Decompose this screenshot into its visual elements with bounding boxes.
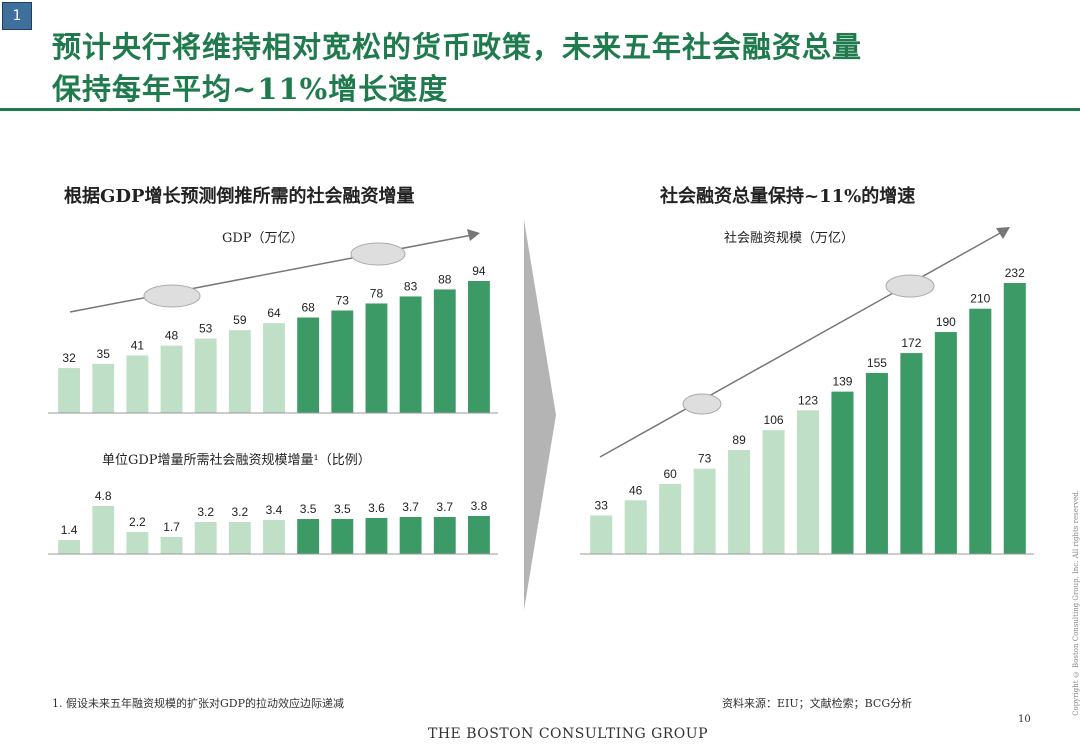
ratio-bar: [160, 537, 183, 554]
ratio-bar: [263, 520, 285, 554]
gdp-trend-arrow: [69, 229, 480, 313]
gdp-bar-label: 68: [301, 301, 315, 315]
gdp-chart-subtitle: GDP（万亿）: [222, 231, 304, 246]
financing-bar: [762, 430, 785, 554]
ratio-bar: [365, 518, 388, 554]
gdp-bar: [331, 310, 354, 413]
page-title-line-2: 保持每年平均~11%增长速度: [52, 72, 449, 106]
gdp-bar: [194, 338, 217, 413]
financing-bar: [969, 308, 992, 554]
gdp-bar: [228, 330, 251, 413]
panel-chevron-arrow: [524, 220, 556, 610]
ratio-bar-label: 3.7: [436, 500, 453, 514]
financing-bar: [659, 483, 682, 554]
gdp-bar-label: 35: [97, 347, 111, 361]
financing-bar: [796, 410, 820, 554]
gdp-bar: [433, 289, 456, 413]
ratio-bar-label: 3.4: [266, 503, 283, 517]
financing-bar-label: 123: [798, 393, 818, 407]
ratio-chart: 1.4 4.8 2.2 1.7 3.2 3.2 3.4 3.5 3.5 3.6 3.7 3.7 3.8: [48, 489, 498, 555]
gdp-bar: [92, 363, 115, 413]
gdp-bar-label: 94: [472, 264, 486, 278]
gdp-bar-label: 64: [267, 306, 281, 320]
copyright-notice: Copyright © Boston Consulting Group, Inc…: [1072, 490, 1080, 716]
financing-trend-arrow: [599, 227, 1010, 458]
financing-bar-label: 33: [595, 498, 609, 512]
gdp-bar: [399, 296, 422, 413]
gdp-bar-label: 88: [438, 272, 452, 286]
ratio-bar: [297, 519, 320, 554]
ratio-bar-label: 3.5: [334, 502, 351, 516]
ratio-bar: [467, 516, 490, 554]
gdp-bar-label: 32: [62, 351, 76, 365]
ratio-bar: [126, 532, 149, 554]
page-badge: 1: [2, 2, 32, 30]
gdp-bar: [58, 368, 81, 413]
financing-bar: [831, 391, 854, 554]
gdp-bar-label: 53: [199, 322, 213, 336]
financing-bar-label: 155: [867, 356, 887, 370]
ratio-bar-label: 4.8: [95, 489, 112, 503]
gdp-bar-label: 78: [370, 286, 384, 300]
financing-bar: [624, 500, 647, 554]
financing-bar-label: 172: [901, 336, 921, 350]
ratio-bar-label: 3.7: [402, 500, 419, 514]
gdp-bar: [365, 303, 388, 413]
gdp-bar: [467, 281, 490, 413]
financing-bar-label: 73: [698, 452, 712, 466]
ratio-bar: [331, 519, 354, 554]
gdp-bar: [160, 345, 183, 413]
ratio-bar: [58, 540, 81, 554]
financing-bar-label: 60: [663, 467, 677, 481]
financing-bar-label: 46: [629, 483, 643, 497]
gdp-chart: 32 35 41 48 53 59 64 68 73 78 83 88 94: [48, 264, 498, 414]
financing-bar-label: 190: [936, 315, 956, 329]
financing-bar-label: 210: [970, 292, 990, 306]
ratio-bar: [228, 522, 251, 554]
ratio-bar: [399, 517, 422, 554]
ratio-bar: [92, 506, 115, 554]
title-divider: [0, 108, 1080, 111]
ratio-bar-label: 3.2: [197, 505, 214, 519]
ratio-bar: [433, 517, 456, 554]
ratio-bar: [194, 522, 217, 554]
financing-bar: [590, 515, 613, 554]
ratio-bar-label: 1.7: [163, 520, 180, 534]
financing-bar-label: 139: [832, 375, 852, 389]
financing-bar: [728, 450, 751, 554]
financing-chart: 33 46 60 73 89 106 123 139 155 172 190 210 232: [580, 266, 1034, 555]
gdp-bar-label: 83: [404, 279, 418, 293]
financing-bar-label: 232: [1005, 266, 1025, 280]
company-logo: THE BOSTON CONSULTING GROUP: [428, 726, 709, 742]
right-panel-title: 社会融资总量保持~11%的增速: [660, 186, 916, 207]
left-panel-title: 根据GDP增长预测倒推所需的社会融资增量: [64, 186, 415, 207]
ratio-bar-label: 1.4: [61, 523, 78, 537]
financing-bar: [865, 372, 888, 554]
page-title-line-1: 预计央行将维持相对宽松的货币政策，未来五年社会融资总量: [52, 30, 863, 64]
footnote: 1. 假设未来五年融资规模的扩张对GDP的拉动效应边际递减: [52, 697, 344, 710]
gdp-bar-label: 73: [336, 293, 350, 307]
financing-bar: [900, 353, 923, 554]
gdp-bar: [126, 355, 149, 413]
source-note: 资料来源：EIU；文献检索；BCG分析: [722, 697, 913, 710]
financing-bar: [1003, 283, 1026, 554]
gdp-bar-label: 59: [233, 313, 247, 327]
page-number: 10: [1018, 714, 1031, 725]
financing-chart-subtitle: 社会融资规模（万亿）: [724, 231, 855, 246]
gdp-bar-label: 48: [165, 329, 179, 343]
ratio-bar-label: 3.2: [232, 505, 249, 519]
ratio-bar-label: 2.2: [129, 515, 146, 529]
gdp-bar: [297, 317, 320, 413]
ratio-bar-label: 3.6: [368, 501, 385, 515]
financing-bar: [693, 468, 716, 554]
gdp-bar: [263, 323, 285, 413]
financing-bar: [934, 332, 957, 554]
gdp-bar-label: 41: [131, 338, 145, 352]
financing-bar-label: 106: [764, 413, 784, 427]
ratio-chart-subtitle: 单位GDP增量所需社会融资规模增量¹（比例）: [102, 453, 371, 468]
ratio-bar-label: 3.5: [300, 502, 317, 516]
ratio-bar-label: 3.8: [471, 499, 488, 513]
financing-bar-label: 89: [732, 433, 746, 447]
